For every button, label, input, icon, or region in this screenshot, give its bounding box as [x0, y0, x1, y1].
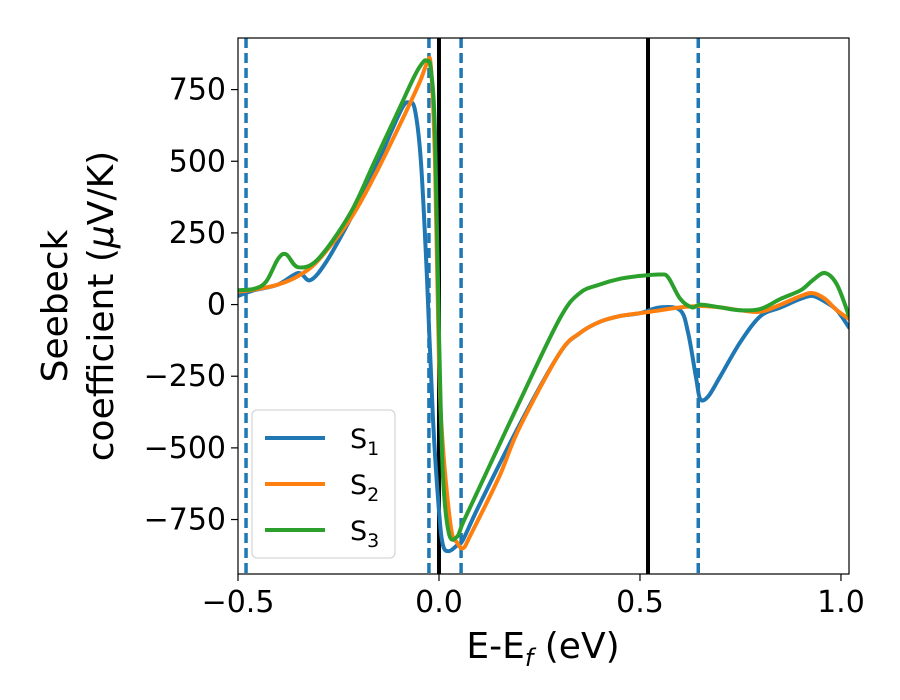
y-axis-title: Seebeck coefficient (μV/K): [35, 151, 122, 461]
series-line-s1: [238, 100, 849, 554]
y-tick-label: 750: [169, 73, 226, 108]
x-axis-title: E-Ef (eV): [466, 626, 619, 672]
series-group: [238, 55, 849, 554]
series-line-s2: [238, 55, 849, 551]
x-tick-label: 0.0: [415, 585, 463, 620]
y-tick-label: −750: [144, 503, 226, 538]
legend-label-s2: S2: [350, 470, 379, 506]
y-axis: −750 −500 −250 0 250 500 750: [144, 73, 238, 538]
y-tick-label: −250: [144, 359, 226, 394]
x-tick-label: 0.5: [616, 585, 664, 620]
y-axis-title-line2: coefficient (μV/K): [81, 151, 122, 461]
x-tick-label: 1.0: [817, 585, 865, 620]
y-tick-label: 500: [169, 144, 226, 179]
x-axis: −0.5 0.0 0.5 1.0: [202, 574, 865, 620]
legend-label-s1: S1: [350, 424, 379, 460]
legend: S1 S2 S3: [251, 409, 396, 559]
legend-label-s3: S3: [350, 516, 379, 552]
y-tick-label: 0: [207, 288, 226, 323]
y-tick-label: 250: [169, 216, 226, 251]
y-axis-title-line1: Seebeck: [35, 229, 76, 382]
plot-frame: [237, 37, 850, 575]
y-tick-label: −500: [144, 431, 226, 466]
x-tick-label: −0.5: [202, 585, 275, 620]
series-line-s3: [238, 58, 849, 542]
